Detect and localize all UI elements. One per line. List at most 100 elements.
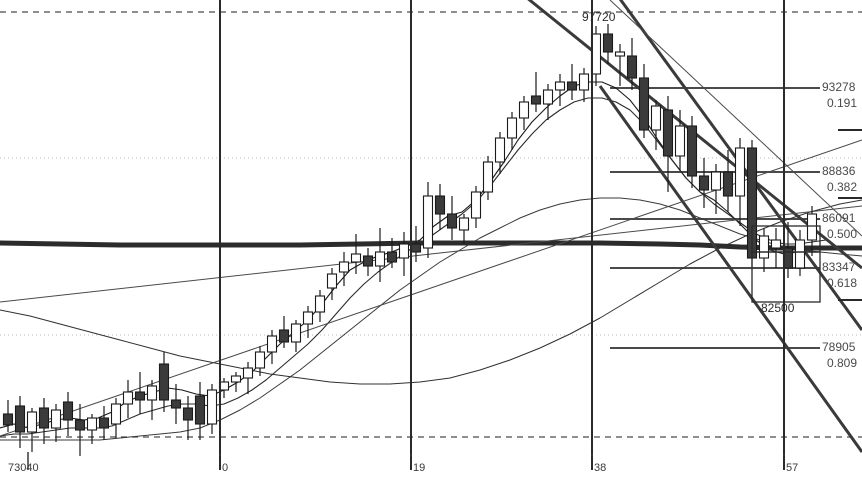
candlestick (422, 182, 434, 258)
candlestick (350, 234, 362, 274)
candlestick (62, 392, 74, 436)
ma-slow (0, 197, 862, 441)
candlestick (770, 228, 782, 268)
candlestick (326, 268, 338, 300)
dashed-gridlines (0, 11, 862, 438)
candlestick (2, 400, 14, 432)
y-axis-price-label: 83347 (822, 260, 856, 274)
candlestick (698, 158, 710, 208)
candle-body (446, 213, 458, 229)
candle-body (554, 81, 566, 91)
candle-body (650, 105, 662, 131)
candle-body (230, 375, 242, 383)
candlestick (710, 164, 722, 214)
moving-average-lines (0, 81, 862, 441)
candlestick (386, 238, 398, 268)
candlestick (662, 96, 674, 192)
candlestick (446, 196, 458, 240)
candlestick (38, 398, 50, 444)
candle-body (278, 329, 290, 343)
candle-body (578, 73, 590, 91)
candlestick (254, 346, 266, 376)
candle-body (602, 33, 614, 53)
y-axis-price-label: 86091 (822, 211, 856, 225)
candlestick (734, 138, 746, 226)
candlestick (362, 248, 374, 276)
candlestick (554, 74, 566, 106)
candle-body (698, 175, 710, 191)
candlestick (530, 72, 542, 112)
candle-body (494, 137, 506, 163)
candle-body (338, 261, 350, 273)
candlestick (482, 156, 494, 200)
candle-body (614, 51, 626, 57)
channel-lower (598, 85, 862, 453)
candle-body (626, 55, 638, 79)
y-axis-price-label: 78905 (822, 340, 856, 354)
candle-body (518, 101, 530, 119)
x-axis-tick-label: 19 (413, 462, 426, 474)
highlight-rect[interactable] (751, 251, 821, 303)
candlestick (230, 372, 242, 392)
candle-body (122, 391, 134, 405)
candle-body (74, 419, 86, 431)
candle-body (14, 405, 26, 433)
candlestick (638, 64, 650, 138)
candle-body (146, 385, 158, 401)
candle-body (542, 89, 554, 105)
candle-body (710, 171, 722, 191)
candlestick (806, 206, 818, 256)
candlestick (650, 100, 662, 150)
candlestick (194, 382, 206, 440)
y-axis-price-label: 88836 (822, 164, 856, 178)
candle-body (458, 217, 470, 231)
candlestick (434, 184, 446, 230)
candle-body (806, 213, 818, 241)
candlestick (494, 132, 506, 174)
candlestick (278, 316, 290, 348)
candlestick (158, 352, 170, 412)
fibonacci-ratio-label: 0.500 (827, 227, 858, 241)
candlestick (506, 112, 518, 150)
candlestick (398, 232, 410, 276)
candle-body (170, 399, 182, 409)
fan-line-3 (609, 0, 862, 237)
candle-body (638, 77, 650, 131)
candle-body (722, 171, 734, 197)
candlestick-series (2, 24, 818, 456)
candlestick (98, 406, 110, 440)
candle-body (86, 417, 98, 431)
candle-body (386, 251, 398, 263)
candle-body (206, 389, 218, 425)
candlestick (170, 384, 182, 424)
candle-body (362, 255, 374, 267)
candlestick (314, 290, 326, 322)
candle-body (374, 251, 386, 267)
candle-body (110, 403, 122, 425)
candlestick (134, 372, 146, 414)
fan-line-1 (0, 205, 862, 303)
candle-body (194, 395, 206, 425)
candlestick (626, 38, 638, 90)
price-annotation: 82500 (761, 301, 795, 315)
candlestick (182, 396, 194, 440)
candle-body (314, 295, 326, 313)
candle-body (182, 407, 194, 421)
selection-rectangle[interactable] (751, 225, 821, 303)
candlestick (758, 228, 770, 272)
vertical-gridlines (27, 0, 785, 470)
candlestick (14, 396, 26, 448)
candlestick (614, 44, 626, 86)
candlestick (542, 84, 554, 120)
fibonacci-ratio-label: 0.618 (827, 276, 858, 290)
candlestick (794, 230, 806, 276)
candlestick (206, 384, 218, 434)
x-axis-tick-label: 38 (594, 462, 607, 474)
x-axis-tick-label: 0 (222, 462, 229, 474)
candlestick (566, 64, 578, 100)
candle-body (662, 109, 674, 157)
candlestick (578, 68, 590, 102)
candlestick (266, 330, 278, 364)
